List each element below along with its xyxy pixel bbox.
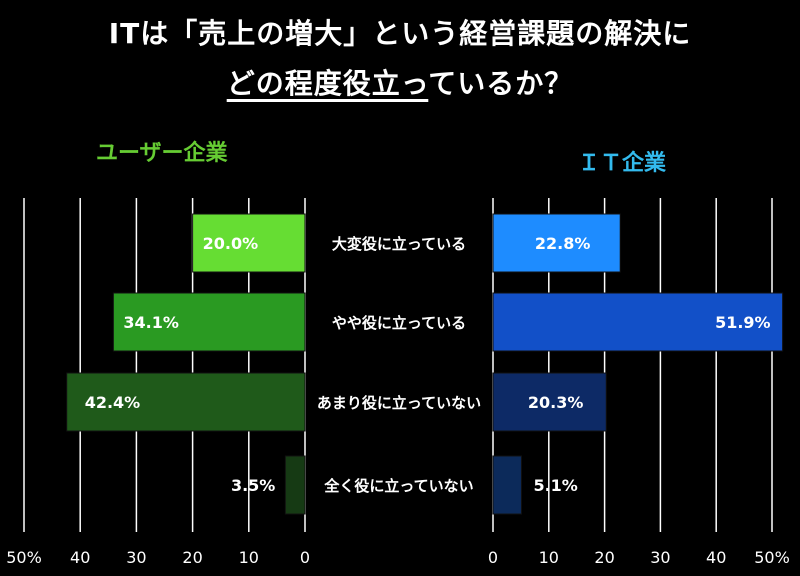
x-tick-label-right: 50% — [754, 548, 790, 567]
bar-it-companies — [492, 292, 784, 352]
data-label-it-companies: 51.9% — [715, 313, 771, 332]
data-label-user-companies: 3.5% — [231, 476, 275, 495]
x-tick-label-right: 30 — [650, 548, 670, 567]
chart-title-line2: どの程度役立っているか？ — [0, 62, 800, 102]
chart-title-rest: ているか？ — [428, 67, 574, 100]
category-label: 大変役に立っている — [332, 235, 466, 253]
x-tick-label-left: 10 — [239, 548, 259, 567]
data-label-user-companies: 20.0% — [203, 234, 259, 253]
bar-it-companies — [492, 372, 607, 432]
x-tick-label-right: 40 — [706, 548, 726, 567]
category-label: 全く役に立っていない — [323, 477, 473, 495]
bar-user-companies — [112, 292, 306, 352]
x-tick-label-left: 0 — [300, 548, 310, 567]
data-label-it-companies: 5.1% — [533, 476, 577, 495]
data-label-user-companies: 42.4% — [85, 393, 141, 412]
bar-user-companies — [66, 372, 306, 432]
legend-it-companies: ＩＴ企業 — [578, 151, 667, 176]
x-tick-label-left: 40 — [70, 548, 90, 567]
x-tick-label-right: 0 — [488, 548, 498, 567]
x-tick-label-right: 20 — [594, 548, 614, 567]
data-label-it-companies: 20.3% — [528, 393, 584, 412]
bar-it-companies — [492, 213, 621, 273]
bar-user-companies — [284, 455, 306, 515]
chart-title-line1: ITは「売上の増大」という経営課題の解決に — [108, 17, 692, 50]
category-label: あまり役に立っていない — [317, 394, 481, 412]
chart-title-underlined: どの程度役立っ — [226, 67, 429, 100]
x-tick-label-left: 20 — [182, 548, 202, 567]
bar-it-companies — [492, 455, 522, 515]
data-label-user-companies: 34.1% — [123, 313, 179, 332]
bar-user-companies — [192, 213, 306, 273]
data-label-it-companies: 22.8% — [535, 234, 591, 253]
x-tick-label-right: 10 — [539, 548, 559, 567]
legend-user-companies: ユーザー企業 — [96, 141, 228, 166]
x-tick-label-left: 50% — [6, 548, 42, 567]
category-label: やや役に立っている — [332, 314, 466, 332]
x-tick-label-left: 30 — [126, 548, 146, 567]
